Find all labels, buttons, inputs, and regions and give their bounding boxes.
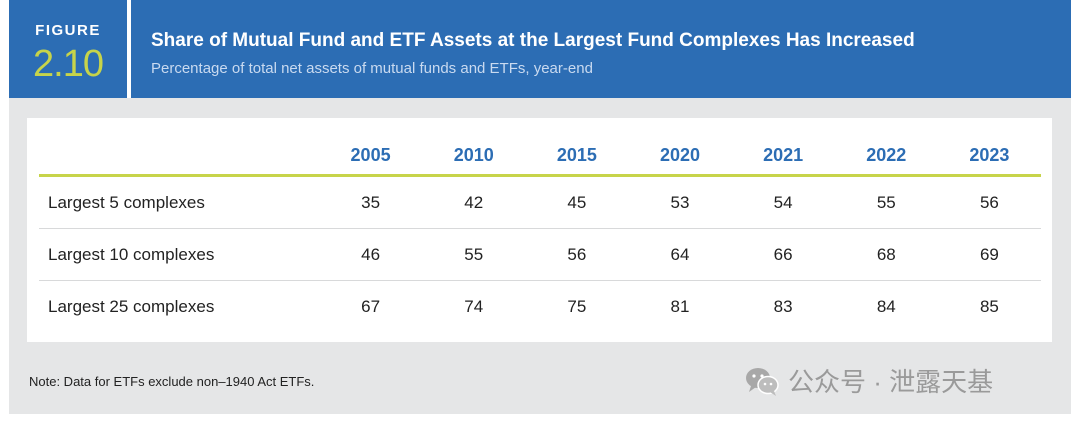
column-header: 2015 [556,144,597,165]
footnote: Note: Data for ETFs exclude non–1940 Act… [29,374,315,389]
column-header: 2010 [453,144,494,165]
table-cell: 42 [464,192,484,212]
table-cell: 54 [773,192,793,212]
table-cell: 56 [979,192,999,212]
table-cell: 69 [979,244,999,264]
table-row: Largest 25 complexes 67 74 75 81 83 84 8… [39,281,1041,333]
table-cell: 83 [773,296,793,316]
figure-badge: FIGURE 2.10 [9,0,131,98]
table-cell: 55 [464,244,484,264]
header-corner [39,136,319,176]
column-header: 2021 [763,144,804,165]
table-row: Largest 10 complexes 46 55 56 64 66 68 6… [39,229,1041,281]
table-cell: 75 [567,296,587,316]
data-table: 2005 2010 2015 2020 2021 2022 2023 Large… [39,136,1041,332]
table-cell: 68 [876,244,896,264]
table-row: Largest 5 complexes 35 42 45 53 54 55 56 [39,176,1041,229]
table-cell: 55 [876,192,896,212]
table-cell: 84 [876,296,896,316]
figure-frame: FIGURE 2.10 Share of Mutual Fund and ETF… [9,0,1071,414]
wechat-icon [746,367,779,396]
table-cell: 81 [670,296,690,316]
table-cell: 53 [670,192,690,212]
table-cell: 46 [361,244,381,264]
column-header: 2022 [866,144,907,165]
table-cell: 66 [773,244,793,264]
table-panel: 2005 2010 2015 2020 2021 2022 2023 Large… [27,118,1052,342]
figure-label: FIGURE [35,22,101,39]
row-label: Largest 5 complexes [48,192,205,212]
table-cell: 67 [361,296,381,316]
watermark-text: 公众号 · 泄露天基 [788,367,994,397]
figure-header: FIGURE 2.10 Share of Mutual Fund and ETF… [9,0,1071,98]
table-header-row: 2005 2010 2015 2020 2021 2022 2023 [39,136,1041,176]
table-cell: 35 [361,192,381,212]
figure-number: 2.10 [33,43,104,85]
table-cell: 56 [567,244,587,264]
column-header: 2020 [659,144,701,165]
row-label: Largest 25 complexes [48,296,215,316]
table-cell: 45 [567,192,587,212]
figure-subtitle: Percentage of total net assets of mutual… [151,60,593,77]
column-header: 2005 [350,144,391,165]
table-cell: 64 [670,244,690,264]
column-header: 2023 [969,144,1010,165]
table-cell: 85 [979,296,999,316]
watermark: 公众号 · 泄露天基 [744,362,993,399]
figure-title: Share of Mutual Fund and ETF Assets at t… [151,30,915,51]
row-label: Largest 10 complexes [48,244,215,264]
table-cell: 74 [464,296,484,316]
